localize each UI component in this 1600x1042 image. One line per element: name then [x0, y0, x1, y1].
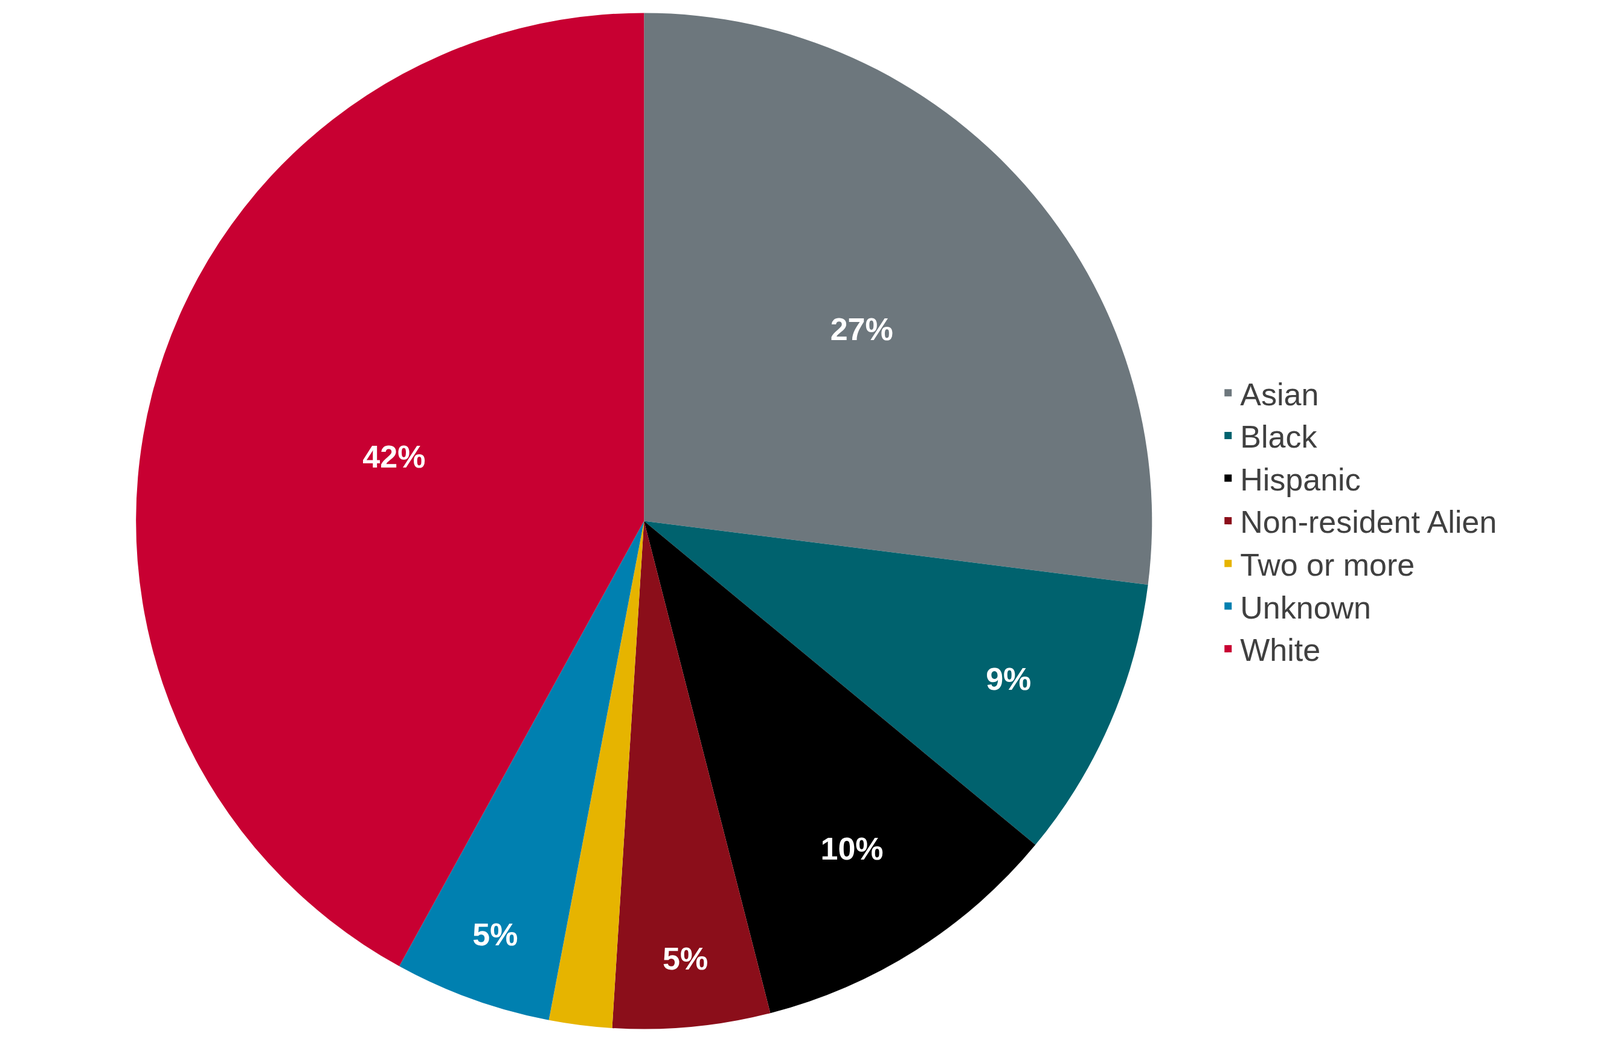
svg-text:Non-resident Alien: Non-resident Alien [1240, 504, 1497, 540]
svg-text:Unknown: Unknown [1240, 590, 1372, 626]
svg-text:Two or more: Two or more [1240, 547, 1415, 583]
svg-text:White: White [1240, 632, 1321, 668]
svg-text:5%: 5% [662, 941, 708, 977]
svg-text:Hispanic: Hispanic [1240, 462, 1361, 498]
svg-text:9%: 9% [985, 661, 1032, 697]
svg-text:Black: Black [1240, 419, 1318, 455]
svg-text:27%: 27% [830, 311, 894, 347]
svg-text:10%: 10% [820, 831, 884, 867]
svg-text:Asian: Asian [1240, 376, 1319, 412]
svg-text:42%: 42% [362, 439, 426, 475]
svg-text:5%: 5% [472, 916, 518, 952]
